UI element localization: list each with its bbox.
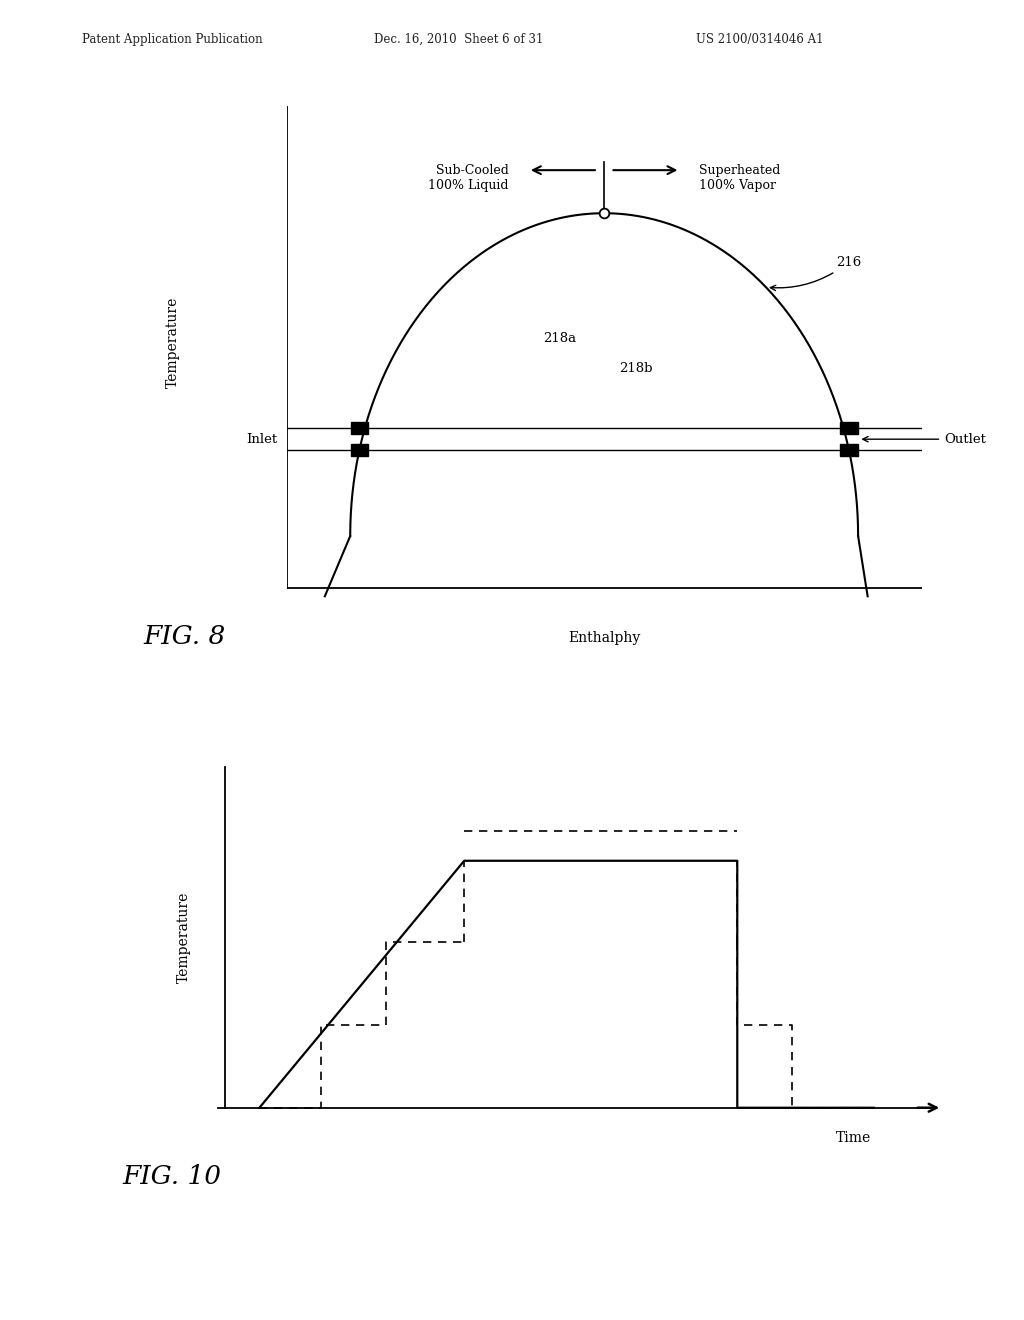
Bar xyxy=(840,422,858,434)
Text: FIG. 8: FIG. 8 xyxy=(143,624,225,649)
Bar xyxy=(350,444,369,455)
Text: Superheated
100% Vapor: Superheated 100% Vapor xyxy=(699,164,780,191)
Text: Dec. 16, 2010  Sheet 6 of 31: Dec. 16, 2010 Sheet 6 of 31 xyxy=(374,33,543,46)
Text: Sub-Cooled
100% Liquid: Sub-Cooled 100% Liquid xyxy=(428,164,509,191)
Text: FIG. 10: FIG. 10 xyxy=(123,1164,222,1189)
Text: Outlet: Outlet xyxy=(863,433,986,446)
Bar xyxy=(350,422,369,434)
Text: 216: 216 xyxy=(770,256,861,290)
Text: Patent Application Publication: Patent Application Publication xyxy=(82,33,262,46)
Text: Enthalphy: Enthalphy xyxy=(568,631,640,644)
Text: Time: Time xyxy=(836,1131,871,1146)
Text: 218a: 218a xyxy=(543,333,577,346)
Text: 218b: 218b xyxy=(620,363,652,375)
Text: Temperature: Temperature xyxy=(177,892,191,983)
Text: Temperature: Temperature xyxy=(166,297,179,388)
Text: US 2100/0314046 A1: US 2100/0314046 A1 xyxy=(696,33,824,46)
Text: Inlet: Inlet xyxy=(246,433,278,446)
Bar xyxy=(840,444,858,455)
